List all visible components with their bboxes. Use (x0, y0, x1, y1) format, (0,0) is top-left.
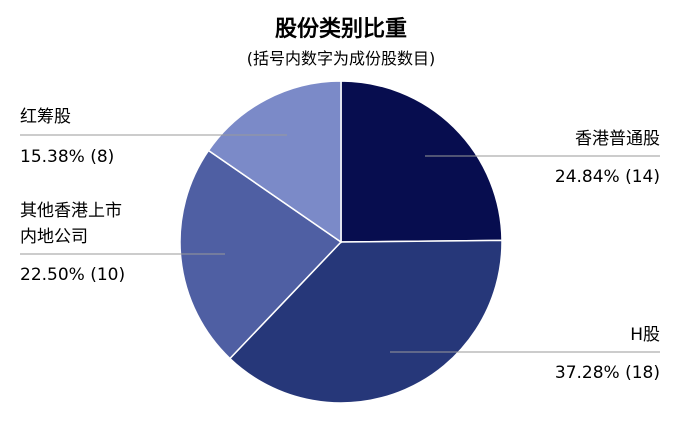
slice-name-other-mainland-line1: 其他香港上市 (20, 201, 122, 221)
pie-slice-other-mainland (179, 149, 343, 360)
slice-name-red-chip: 红筹股 (20, 107, 71, 127)
pie-slice-red-chip (207, 80, 342, 244)
slice-value-h-share: 37.28% (18) (555, 363, 660, 383)
slice-name-hk-ordinary: 香港普通股 (575, 129, 660, 149)
pie-slice-h-share (228, 239, 503, 404)
slice-name-h-share: H股 (630, 325, 660, 345)
slice-name-other-mainland-line2: 内地公司 (20, 227, 88, 247)
chart-title: 股份类别比重 (275, 17, 407, 42)
slice-value-other-mainland: 22.50% (10) (20, 265, 125, 285)
slice-value-hk-ordinary: 24.84% (14) (555, 167, 660, 187)
pie-slices (179, 80, 503, 404)
pie-slice-hk-ordinary (340, 80, 503, 243)
slice-value-red-chip: 15.38% (8) (20, 147, 114, 167)
chart-subtitle: (括号内数字为成份股数目) (247, 49, 436, 68)
